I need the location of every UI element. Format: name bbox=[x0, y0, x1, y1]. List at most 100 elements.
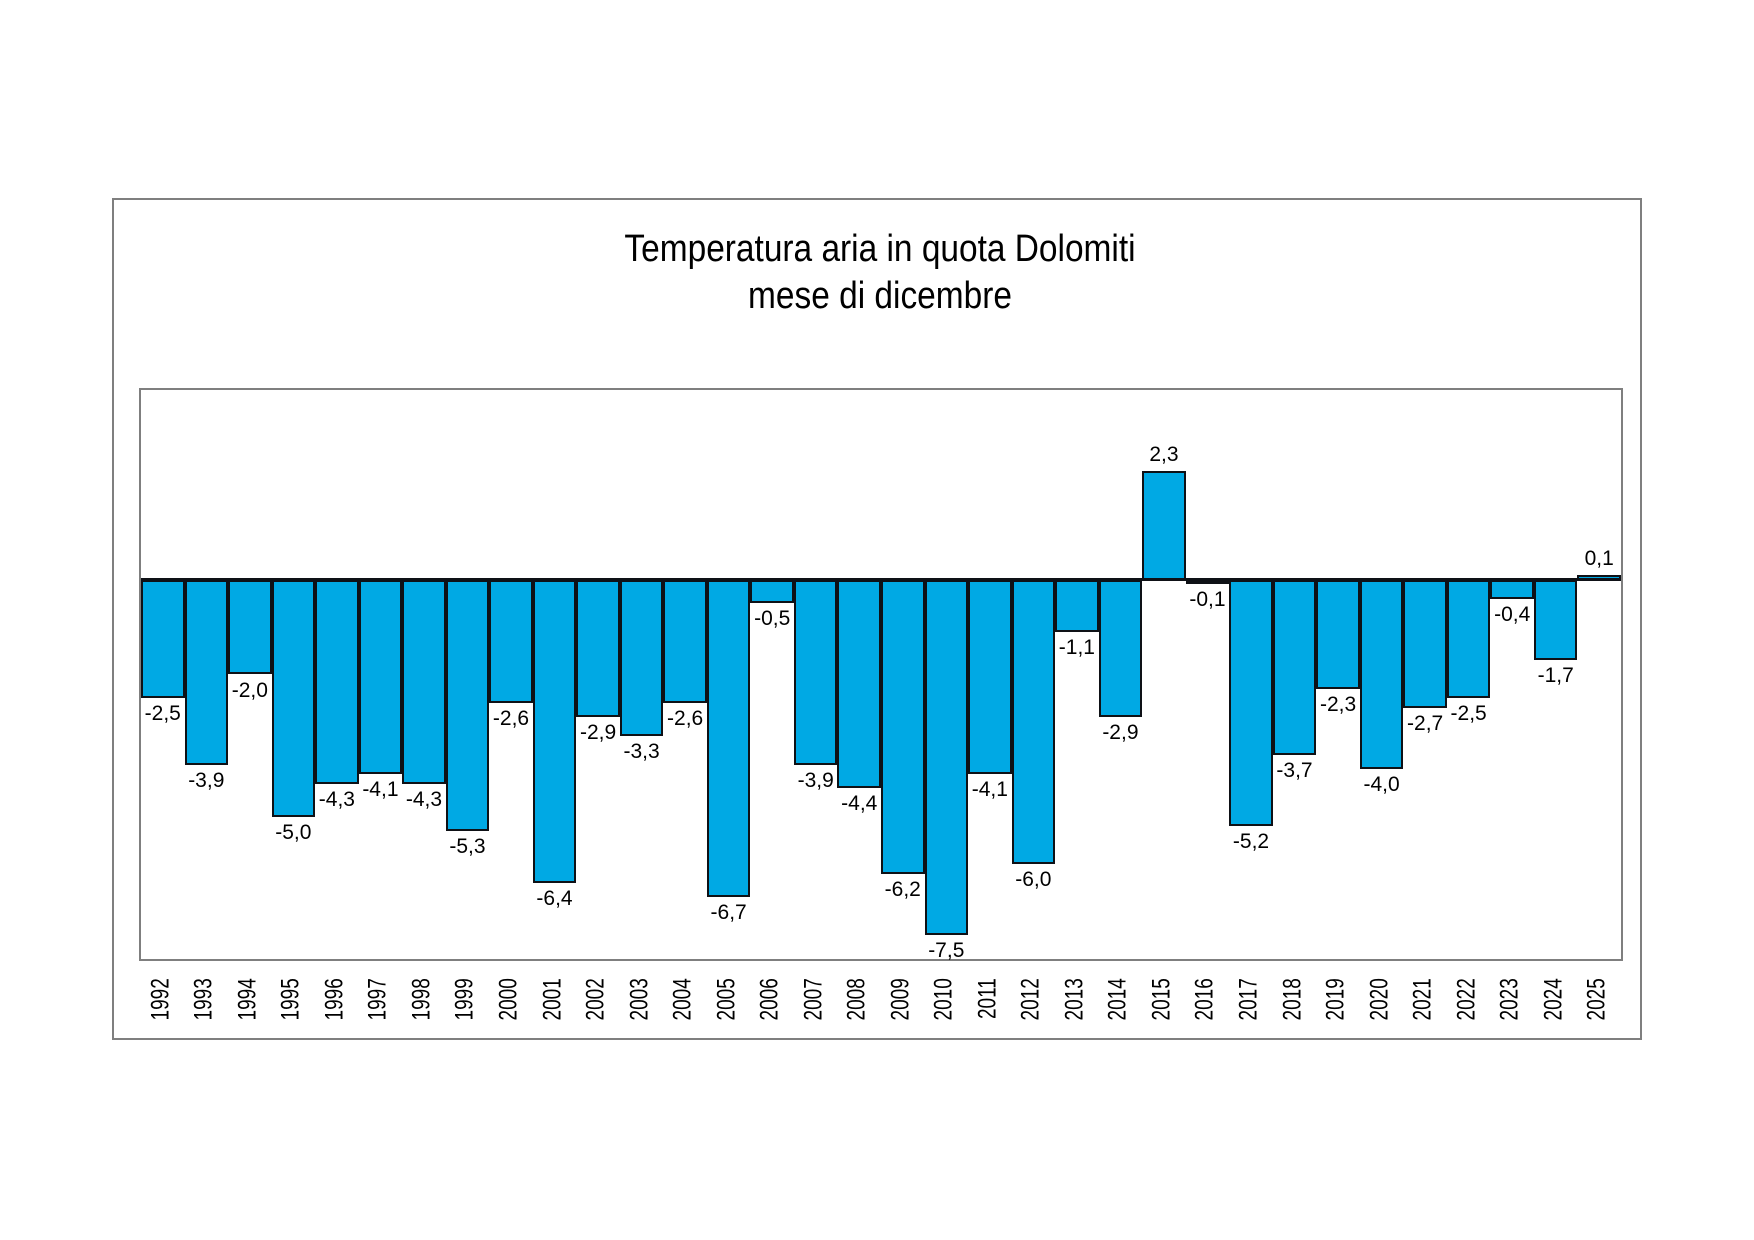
bar bbox=[1403, 579, 1447, 708]
x-axis-year-label: 2007 bbox=[799, 978, 828, 1021]
x-axis-year-label: 2000 bbox=[494, 978, 523, 1021]
bar-value-label: 2,3 bbox=[1149, 442, 1179, 466]
x-axis-year-label: 2015 bbox=[1147, 978, 1176, 1021]
bar bbox=[837, 579, 881, 789]
x-axis-year-label: 2006 bbox=[755, 978, 784, 1021]
bar bbox=[793, 579, 838, 765]
bar bbox=[924, 579, 969, 936]
x-axis-year-label: 2017 bbox=[1234, 978, 1263, 1021]
bar-value-label: -3,9 bbox=[188, 768, 225, 792]
bar bbox=[1098, 579, 1143, 718]
x-axis-year-label: 1997 bbox=[363, 978, 392, 1021]
bar bbox=[532, 579, 577, 884]
bar-value-label: -2,5 bbox=[144, 702, 181, 726]
bar bbox=[228, 579, 272, 675]
bar-value-label: -2,3 bbox=[1319, 692, 1357, 716]
zero-axis-line bbox=[141, 578, 1621, 582]
chart-subtitle: mese di dicembre bbox=[748, 275, 1012, 317]
bar bbox=[184, 579, 229, 765]
bar-value-label: -1,1 bbox=[1058, 635, 1095, 659]
bar bbox=[271, 579, 316, 817]
bar bbox=[663, 579, 707, 703]
bar-value-label: 0,1 bbox=[1584, 546, 1614, 570]
x-axis-year-label: 2024 bbox=[1539, 978, 1568, 1021]
x-axis-year-label: 2008 bbox=[842, 978, 871, 1021]
x-axis-year-label: 2020 bbox=[1365, 978, 1394, 1021]
x-axis-labels: 1992 1993 1994 1995 1996 1997 1998 1999 2000 2001… bbox=[139, 978, 1619, 1020]
bar-value-label: -4,3 bbox=[318, 787, 355, 811]
bar-value-label: -0,4 bbox=[1494, 602, 1531, 626]
bar bbox=[141, 579, 185, 699]
bar-value-label: -6,4 bbox=[536, 887, 573, 911]
bar-value-label: -2,5 bbox=[1450, 702, 1487, 726]
x-axis-year-label: 1992 bbox=[146, 978, 175, 1021]
x-axis-year-label: 2011 bbox=[973, 978, 1002, 1020]
bar bbox=[1316, 579, 1360, 689]
bar bbox=[489, 579, 533, 703]
bar bbox=[706, 579, 751, 898]
bar bbox=[402, 579, 446, 784]
x-axis-year-label: 2002 bbox=[581, 978, 610, 1021]
x-axis-year-label: 1999 bbox=[450, 978, 479, 1021]
bar-value-label: -5,2 bbox=[1232, 830, 1270, 854]
bar bbox=[619, 579, 664, 737]
bar-value-label: -2,7 bbox=[1407, 711, 1444, 735]
x-axis-year-label: 1998 bbox=[407, 978, 436, 1021]
x-axis-year-label: 2023 bbox=[1495, 978, 1524, 1021]
bar-value-label: -7,5 bbox=[928, 939, 965, 963]
bar-value-label: -4,1 bbox=[971, 778, 1008, 802]
bar-value-label: -5,3 bbox=[449, 834, 486, 858]
bar bbox=[1011, 579, 1056, 865]
x-axis-year-label: 1994 bbox=[233, 978, 262, 1021]
x-axis-year-label: 2013 bbox=[1060, 978, 1089, 1021]
x-axis-year-label: 2019 bbox=[1321, 978, 1350, 1021]
x-axis-year-label: 2005 bbox=[712, 978, 741, 1021]
bar-value-label: -0,5 bbox=[754, 607, 791, 631]
chart-title-block: Temperatura aria in quota Dolomiti mese … bbox=[229, 226, 1531, 320]
bar-value-label: -3,7 bbox=[1276, 759, 1313, 783]
bar-value-label: -2,6 bbox=[667, 706, 704, 730]
x-axis-year-label: 2004 bbox=[668, 978, 697, 1021]
bar bbox=[968, 579, 1012, 775]
bar bbox=[445, 579, 490, 831]
x-axis-year-label: 1996 bbox=[320, 978, 349, 1021]
x-axis-year-label: 2001 bbox=[538, 978, 567, 1021]
bar-value-label: -6,0 bbox=[1015, 868, 1052, 892]
bar-value-label: -6,2 bbox=[884, 877, 921, 901]
x-axis-year-label: 2014 bbox=[1103, 978, 1132, 1021]
bar-value-label: -4,4 bbox=[841, 792, 878, 816]
bar bbox=[576, 579, 620, 718]
x-axis-year-label: 2021 bbox=[1408, 978, 1437, 1021]
bar-value-label: -3,9 bbox=[797, 768, 834, 792]
bar-value-label: -2,9 bbox=[1102, 721, 1139, 745]
x-axis-year-label: 1995 bbox=[276, 978, 305, 1021]
bar bbox=[1229, 579, 1273, 827]
bar-value-label: -2,6 bbox=[492, 706, 530, 730]
plot-area: -2,5 -3,9 -2,0 -5,0 -4,3 -4,1 -4,3 -5,3 -2,6 -6,4… bbox=[139, 388, 1623, 963]
x-axis-year-label: 1993 bbox=[189, 978, 218, 1021]
bar-value-label: -1,7 bbox=[1537, 664, 1574, 688]
bar-value-label: -5,0 bbox=[275, 820, 312, 844]
bar bbox=[881, 579, 925, 874]
x-axis-year-label: 2012 bbox=[1016, 978, 1045, 1021]
bar-value-label: -0,1 bbox=[1189, 588, 1226, 612]
x-axis-year-label: 2016 bbox=[1190, 978, 1219, 1021]
bar-value-label: -2,0 bbox=[231, 678, 268, 702]
bar-value-label: -6,7 bbox=[710, 901, 747, 925]
bar bbox=[1446, 579, 1491, 699]
bar bbox=[750, 579, 794, 604]
x-axis-year-label: 2010 bbox=[929, 978, 958, 1021]
bar bbox=[1272, 579, 1317, 756]
bar bbox=[1055, 579, 1099, 632]
bar-value-label: -4,3 bbox=[405, 787, 443, 811]
bar-value-label: -3,3 bbox=[623, 740, 660, 764]
bar bbox=[1490, 579, 1534, 599]
x-axis-year-label: 2018 bbox=[1278, 978, 1307, 1021]
x-axis-year-label: 2009 bbox=[886, 978, 915, 1021]
bar bbox=[1533, 579, 1578, 661]
x-axis-year-label: 2003 bbox=[625, 978, 654, 1021]
bar bbox=[358, 579, 403, 775]
bar bbox=[315, 579, 359, 784]
x-axis-year-label: 2025 bbox=[1582, 978, 1611, 1021]
